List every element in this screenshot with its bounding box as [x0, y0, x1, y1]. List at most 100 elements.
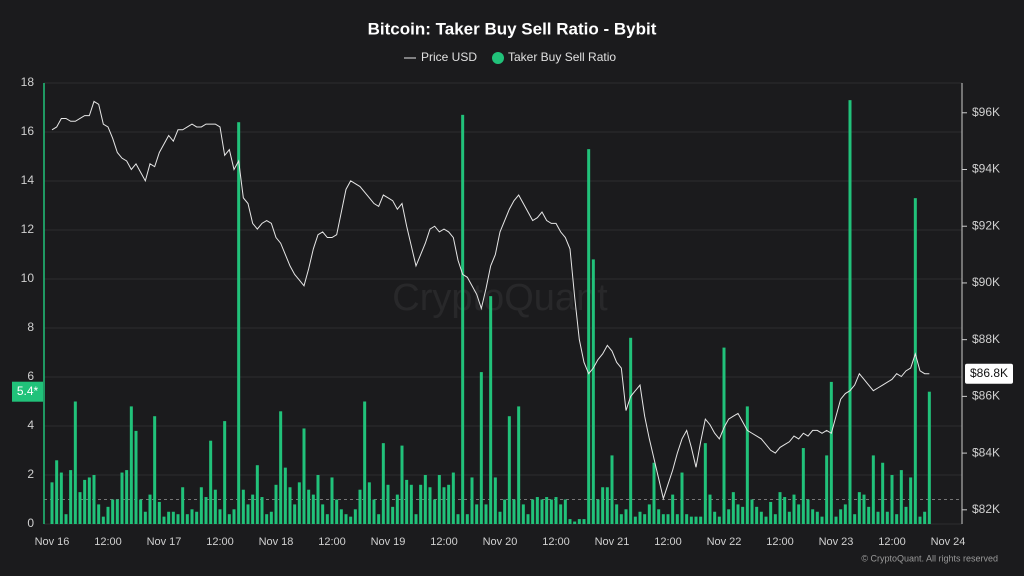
bar — [433, 499, 437, 524]
bar — [666, 514, 670, 524]
bar — [209, 440, 213, 524]
bar — [311, 494, 315, 524]
bar — [157, 501, 161, 524]
bar — [199, 487, 203, 524]
bar — [773, 514, 777, 524]
bar — [871, 455, 875, 524]
bar — [363, 401, 367, 524]
bar — [391, 506, 395, 524]
bar — [125, 470, 129, 524]
bar — [638, 511, 642, 524]
bar — [265, 514, 269, 524]
bar — [918, 516, 922, 524]
bar — [302, 428, 306, 524]
x-tick-label: Nov 23 — [819, 536, 854, 548]
bar — [367, 482, 371, 524]
bar — [493, 477, 497, 524]
bar — [540, 499, 544, 524]
bar — [591, 259, 595, 524]
bar — [867, 506, 871, 524]
y-tick-label: 16 — [21, 124, 35, 138]
bar — [92, 475, 96, 524]
y2-tick-label: $90K — [972, 275, 1000, 289]
bar — [279, 411, 283, 524]
y-tick-label: 0 — [27, 516, 34, 530]
bar — [461, 114, 465, 524]
bar — [531, 499, 535, 524]
y-tick-label: 2 — [27, 467, 34, 481]
bar — [573, 521, 577, 524]
bar — [862, 494, 866, 524]
bar — [148, 494, 152, 524]
bar — [708, 494, 712, 524]
x-tick-label: Nov 21 — [595, 536, 630, 548]
bar — [297, 482, 301, 524]
y2-tick-label: $94K — [972, 162, 1000, 176]
bar — [680, 472, 684, 524]
bar — [624, 509, 628, 524]
bar — [806, 499, 810, 524]
bar — [395, 494, 399, 524]
bar — [503, 499, 507, 524]
x-tick-label: 12:00 — [430, 536, 458, 548]
bar — [470, 477, 474, 524]
x-tick-label: Nov 18 — [259, 536, 294, 548]
bar — [185, 514, 189, 524]
x-tick-label: 12:00 — [318, 536, 346, 548]
bar — [801, 448, 805, 524]
bar — [526, 514, 530, 524]
bar — [260, 497, 264, 524]
bar — [134, 430, 138, 524]
x-tick-label: Nov 22 — [707, 536, 742, 548]
bar — [610, 455, 614, 524]
bar — [815, 511, 819, 524]
bar — [731, 492, 735, 524]
y2-tick-label: $84K — [972, 445, 1000, 459]
x-tick-label: Nov 20 — [483, 536, 518, 548]
bar — [335, 499, 339, 524]
bar — [325, 514, 329, 524]
bar — [372, 499, 376, 524]
bar — [442, 487, 446, 524]
bar — [414, 514, 418, 524]
bar — [895, 514, 899, 524]
bar — [111, 499, 115, 524]
bar — [349, 516, 353, 524]
x-tick-label: 12:00 — [206, 536, 234, 548]
bar — [881, 462, 885, 524]
chart-title: Bitcoin: Taker Buy Sell Ratio - Bybit — [368, 19, 657, 38]
bar — [778, 492, 782, 524]
bar — [661, 514, 665, 524]
y-tick-label: 10 — [21, 271, 35, 285]
bar — [577, 519, 581, 524]
bar — [64, 514, 68, 524]
bar — [885, 511, 889, 524]
bar — [73, 401, 77, 524]
bar — [512, 499, 516, 524]
bar — [344, 514, 348, 524]
y-tick-label: 4 — [27, 418, 34, 432]
bar — [213, 489, 217, 524]
bar — [717, 516, 721, 524]
bar — [685, 514, 689, 524]
bar — [69, 470, 73, 524]
bar — [97, 504, 101, 524]
bar — [241, 489, 245, 524]
x-tick-label: 12:00 — [766, 536, 794, 548]
bar — [316, 475, 320, 524]
y2-tick-label: $86K — [972, 389, 1000, 403]
bar — [825, 455, 829, 524]
bar — [115, 499, 119, 524]
bar — [605, 487, 609, 524]
bar — [405, 479, 409, 524]
bar — [377, 514, 381, 524]
x-tick-label: 12:00 — [654, 536, 682, 548]
bar — [129, 406, 133, 524]
bar — [283, 467, 287, 524]
bar — [227, 514, 231, 524]
bar — [582, 519, 586, 524]
bar — [139, 499, 143, 524]
bar — [904, 506, 908, 524]
bar — [353, 509, 357, 524]
